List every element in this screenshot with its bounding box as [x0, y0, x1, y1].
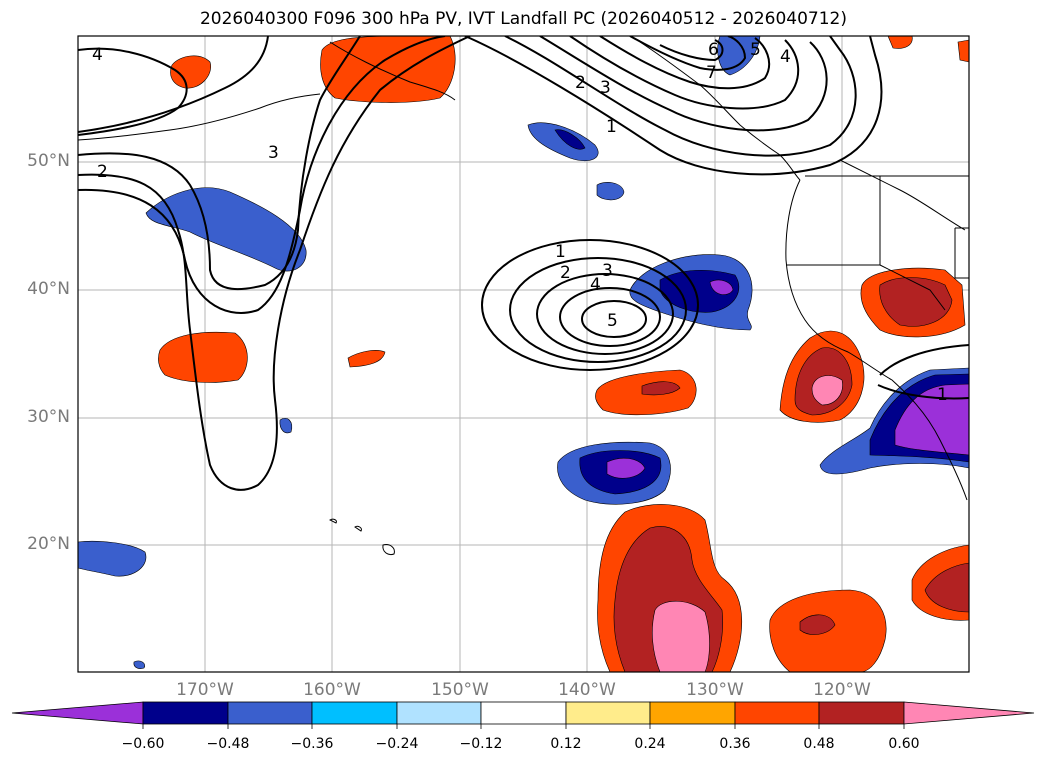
contour-label: 2: [575, 73, 586, 93]
pv-pos-aleutian: [320, 36, 456, 103]
colorbar-tick-label: 0.60: [888, 736, 920, 752]
contour-label: 3: [268, 143, 279, 163]
pv-neg-gulf: [527, 122, 599, 162]
colorbar-tick-label: 0.36: [719, 736, 751, 752]
contour-label: 3: [602, 261, 613, 281]
contour-label: 1: [937, 385, 948, 405]
longitude-label: 140°W: [558, 680, 616, 700]
colorbar-tick-label: −0.24: [375, 736, 419, 752]
pv-pos-west: [158, 331, 248, 383]
pv-neg-west-band: [145, 187, 307, 272]
contour-label: 2: [560, 263, 571, 283]
contour-label: 7: [706, 63, 717, 83]
latitude-label: 50°N: [27, 151, 70, 171]
latitude-label: 20°N: [27, 534, 70, 554]
contour-label: 6: [708, 40, 719, 60]
contour-label: 3: [600, 78, 611, 98]
negative-pv-areas: [78, 36, 969, 669]
colorbar-tick-label: 0.24: [634, 736, 666, 752]
contour-label: 1: [555, 242, 566, 262]
longitude-label: 130°W: [686, 680, 744, 700]
longitude-label: 170°W: [176, 680, 234, 700]
map-title: 2026040300 F096 300 hPa PV, IVT Landfall…: [199, 9, 847, 29]
map-frame: [77, 35, 970, 673]
colorbar-extend-high: [903, 701, 1035, 725]
contour-label: 2: [97, 162, 108, 182]
colorbar-tick-label: 0.48: [803, 736, 835, 752]
colorbar-tick-label: −0.36: [290, 736, 334, 752]
contour-label: 1: [606, 117, 617, 137]
contour-label: 5: [750, 40, 761, 60]
coastlines: [78, 41, 969, 555]
longitude-label: 160°W: [303, 680, 361, 700]
contour-lines: [78, 36, 969, 491]
colorbar-tick-label: −0.12: [459, 736, 503, 752]
contour-label: 5: [607, 311, 618, 331]
contour-label: 4: [780, 47, 791, 67]
longitude-label: 150°W: [431, 680, 489, 700]
colorbar-tick-label: 0.12: [550, 736, 582, 752]
contour-labels: 4 2 3 1 2 3 4 5 2 3 1 6 7 5 4 1: [92, 40, 948, 405]
latitude-label: 40°N: [27, 279, 70, 299]
longitude-label: 120°W: [813, 680, 871, 700]
colorbar-tick-label: −0.60: [121, 736, 165, 752]
colorbar-tick-label: −0.48: [206, 736, 250, 752]
contour-label: 4: [590, 275, 601, 295]
colorbar-extend-low: [11, 701, 144, 725]
latitude-label: 30°N: [27, 407, 70, 427]
colorbar: [11, 701, 1035, 729]
positive-pv-areas: [158, 36, 969, 672]
contour-label: 4: [92, 45, 103, 65]
